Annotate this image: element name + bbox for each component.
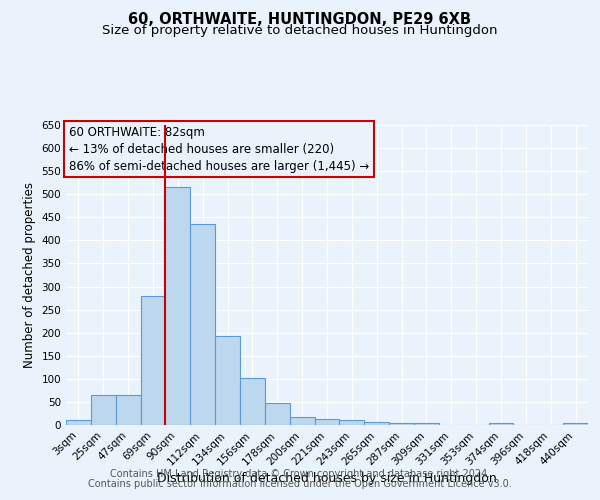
Bar	[364, 422, 389, 425]
Bar	[389, 422, 414, 425]
Text: Contains HM Land Registry data © Crown copyright and database right 2024.: Contains HM Land Registry data © Crown c…	[110, 469, 490, 479]
Bar	[240, 378, 265, 425]
Y-axis label: Number of detached properties: Number of detached properties	[23, 182, 36, 368]
Bar	[563, 423, 588, 425]
Text: Contains public sector information licensed under the Open Government Licence v3: Contains public sector information licen…	[88, 479, 512, 489]
Bar	[314, 420, 340, 425]
Text: 60 ORTHWAITE: 82sqm
← 13% of detached houses are smaller (220)
86% of semi-detac: 60 ORTHWAITE: 82sqm ← 13% of detached ho…	[68, 126, 369, 172]
Bar	[166, 188, 190, 425]
Bar	[290, 417, 314, 425]
Bar	[414, 423, 439, 425]
X-axis label: Distribution of detached houses by size in Huntingdon: Distribution of detached houses by size …	[157, 472, 497, 486]
Bar	[91, 395, 116, 425]
Bar	[66, 420, 91, 425]
Text: 60, ORTHWAITE, HUNTINGDON, PE29 6XB: 60, ORTHWAITE, HUNTINGDON, PE29 6XB	[128, 12, 472, 28]
Bar	[116, 395, 140, 425]
Bar	[488, 423, 514, 425]
Bar	[265, 404, 290, 425]
Bar	[215, 336, 240, 425]
Bar	[190, 224, 215, 425]
Bar	[340, 420, 364, 425]
Bar	[140, 296, 166, 425]
Text: Size of property relative to detached houses in Huntingdon: Size of property relative to detached ho…	[102, 24, 498, 37]
